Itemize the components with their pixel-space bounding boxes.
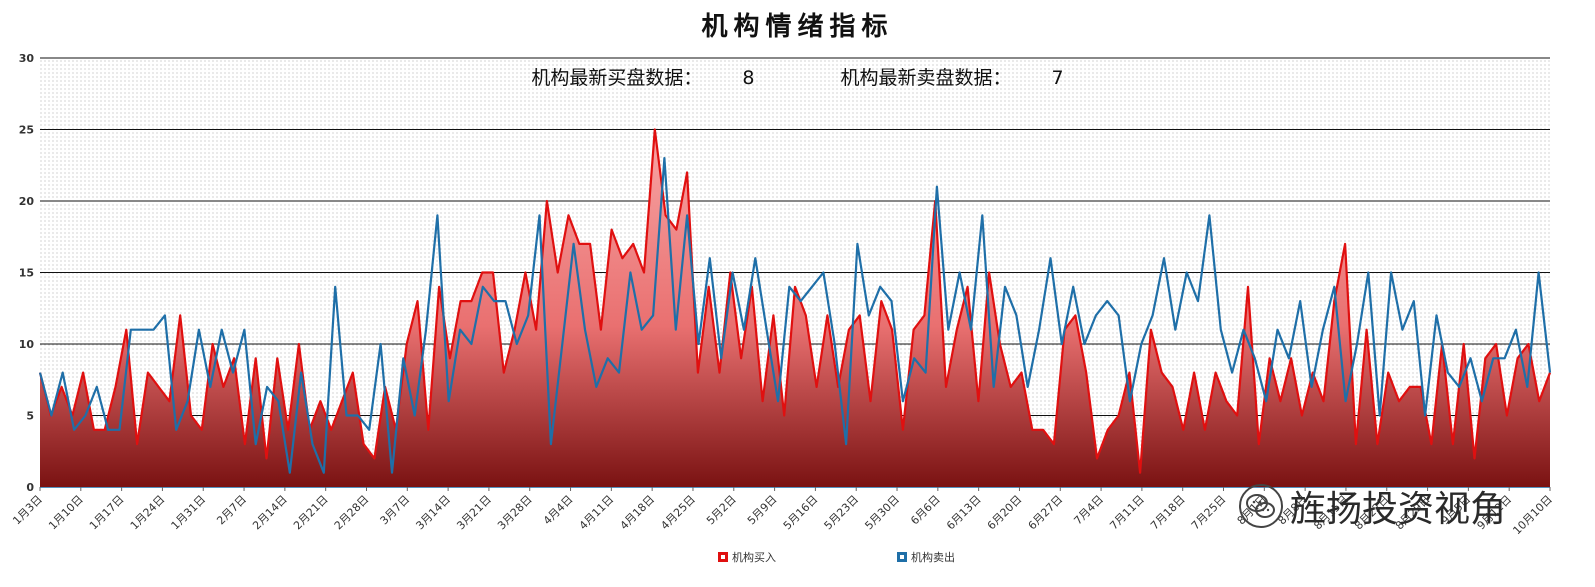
series-sell-path	[38, 157, 1552, 474]
buy-stat-value: 8	[742, 67, 755, 89]
x-tick-label: 3月7日	[378, 493, 413, 528]
x-tick-label: 6月6日	[908, 493, 943, 528]
legend-item-buy[interactable]: 机构买入	[718, 549, 776, 565]
legend-label-sell: 机构卖出	[911, 551, 955, 564]
y-tick-label: 25	[19, 124, 34, 137]
x-tick-label: 7月18日	[1148, 493, 1188, 533]
x-tick-label: 4月18日	[618, 493, 658, 533]
sell-stat-label: 机构最新卖盘数据：	[840, 67, 1012, 89]
x-tick-label: 7月25日	[1189, 493, 1229, 533]
x-tick-label: 2月28日	[332, 493, 372, 533]
series-buy-line	[38, 128, 1552, 474]
sell-stat-value: 7	[1051, 67, 1064, 89]
latest-stats: 机构最新买盘数据： 8 机构最新卖盘数据： 7	[0, 63, 1595, 90]
legend-label-buy: 机构买入	[732, 551, 776, 564]
y-tick-label: 30	[19, 52, 35, 65]
x-tick-label: 3月28日	[495, 493, 535, 533]
wechat-icon	[1239, 484, 1283, 528]
x-tick-label: 4月25日	[658, 493, 698, 533]
x-tick-label: 5月23日	[822, 493, 862, 533]
x-tick-label: 1月10日	[46, 493, 86, 533]
x-tick-label: 2月21日	[291, 493, 331, 533]
x-tick-label: 7月11日	[1107, 493, 1147, 533]
watermark: 旌扬投资视角	[1238, 480, 1506, 532]
legend-item-sell[interactable]: 机构卖出	[897, 549, 955, 565]
x-tick-label: 2月7日	[214, 493, 249, 528]
legend-swatch-sell	[897, 552, 907, 562]
x-tick-label: 2月14日	[250, 493, 290, 533]
y-axis: 0 5 10 15 20 25 30	[19, 52, 35, 494]
x-tick-label: 5月30日	[862, 493, 902, 533]
y-tick-label: 0	[26, 481, 34, 494]
chart-title: 机构情绪指标	[701, 12, 894, 42]
x-tick-label: 5月2日	[704, 493, 739, 528]
x-tick-label: 5月16日	[781, 493, 821, 533]
x-tick-label: 1月17日	[87, 493, 127, 533]
x-tick-label: 1月3日	[10, 493, 45, 528]
y-tick-label: 15	[19, 267, 34, 280]
x-tick-label: 7月4日	[1071, 493, 1106, 528]
legend-swatch-buy	[718, 552, 728, 562]
y-tick-label: 5	[26, 410, 34, 423]
x-tick-label: 3月21日	[454, 493, 494, 533]
x-tick-label: 5月9日	[745, 493, 780, 528]
x-tick-label: 4月4日	[541, 493, 576, 528]
y-tick-label: 10	[19, 338, 35, 351]
x-tick-label: 3月14日	[413, 493, 453, 533]
x-tick-label: 4月11日	[577, 493, 617, 533]
x-tick-label: 6月20日	[985, 493, 1025, 533]
legend: 机构买入 机构卖出	[0, 549, 1595, 569]
x-tick-label: 1月24日	[128, 493, 168, 533]
watermark-text: 旌扬投资视角	[1290, 489, 1507, 530]
series-sell-line	[38, 157, 1552, 474]
x-tick-label: 10月10日	[1510, 493, 1555, 538]
buy-stat-label: 机构最新买盘数据：	[531, 67, 703, 89]
y-tick-label: 20	[19, 195, 35, 208]
x-tick-label: 6月27日	[1026, 493, 1066, 533]
x-tick-label: 1月31日	[169, 493, 209, 533]
series-buy-path	[38, 128, 1552, 474]
x-tick-label: 6月13日	[944, 493, 984, 533]
